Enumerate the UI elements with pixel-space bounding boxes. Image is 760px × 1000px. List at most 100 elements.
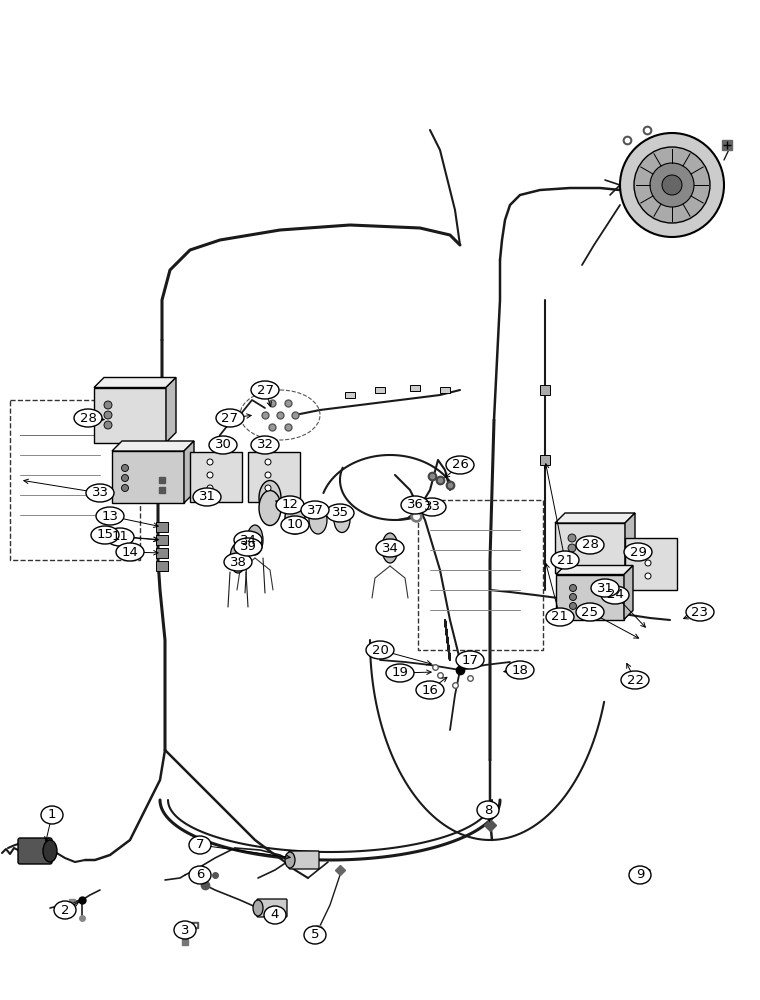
Ellipse shape — [259, 490, 281, 526]
Ellipse shape — [247, 525, 263, 555]
Ellipse shape — [54, 901, 76, 919]
Ellipse shape — [621, 671, 649, 689]
Text: 8: 8 — [484, 804, 492, 816]
Bar — [156, 535, 168, 545]
Text: 17: 17 — [461, 654, 479, 666]
Text: 20: 20 — [372, 644, 388, 656]
Text: 14: 14 — [122, 546, 138, 558]
Text: 16: 16 — [422, 684, 439, 696]
Ellipse shape — [301, 501, 329, 519]
Text: 37: 37 — [306, 504, 324, 516]
Circle shape — [265, 485, 271, 491]
Text: 24: 24 — [606, 588, 623, 601]
Ellipse shape — [629, 866, 651, 884]
Ellipse shape — [209, 436, 237, 454]
FancyBboxPatch shape — [257, 899, 287, 917]
Ellipse shape — [86, 484, 114, 502]
Ellipse shape — [193, 488, 221, 506]
Text: 38: 38 — [230, 556, 246, 568]
Ellipse shape — [576, 536, 604, 554]
Circle shape — [645, 560, 651, 566]
FancyBboxPatch shape — [248, 452, 300, 502]
Ellipse shape — [189, 836, 211, 854]
Ellipse shape — [234, 538, 262, 556]
Text: 5: 5 — [311, 928, 319, 942]
Circle shape — [569, 593, 577, 600]
Text: 36: 36 — [407, 498, 423, 512]
Ellipse shape — [601, 586, 629, 604]
Ellipse shape — [401, 496, 429, 514]
Bar — [556, 574, 624, 619]
Text: 35: 35 — [331, 506, 349, 520]
Circle shape — [122, 475, 128, 482]
Polygon shape — [184, 441, 194, 503]
Ellipse shape — [74, 409, 102, 427]
Text: 30: 30 — [214, 438, 232, 452]
Ellipse shape — [285, 852, 295, 868]
Ellipse shape — [551, 551, 579, 569]
Text: 31: 31 — [198, 490, 216, 504]
Text: 11: 11 — [112, 530, 128, 544]
Circle shape — [104, 411, 112, 419]
Text: 19: 19 — [391, 666, 408, 680]
Text: 31: 31 — [597, 582, 613, 594]
Ellipse shape — [326, 504, 354, 522]
Ellipse shape — [686, 603, 714, 621]
Ellipse shape — [253, 900, 263, 916]
Polygon shape — [624, 566, 633, 619]
Text: 2: 2 — [61, 904, 69, 916]
Text: 27: 27 — [221, 412, 239, 424]
Ellipse shape — [251, 436, 279, 454]
Circle shape — [104, 421, 112, 429]
Polygon shape — [555, 513, 635, 523]
Circle shape — [122, 464, 128, 472]
Ellipse shape — [591, 579, 619, 597]
Text: 4: 4 — [271, 908, 279, 922]
Ellipse shape — [576, 603, 604, 621]
Text: 28: 28 — [80, 412, 97, 424]
Ellipse shape — [276, 496, 304, 514]
Ellipse shape — [446, 456, 474, 474]
Ellipse shape — [456, 651, 484, 669]
Bar — [94, 387, 166, 442]
Polygon shape — [112, 441, 194, 451]
Circle shape — [265, 459, 271, 465]
Ellipse shape — [230, 543, 246, 573]
Circle shape — [104, 401, 112, 409]
Circle shape — [568, 534, 576, 542]
Text: 29: 29 — [629, 546, 647, 558]
Ellipse shape — [376, 539, 404, 557]
Circle shape — [207, 472, 213, 478]
Ellipse shape — [251, 381, 279, 399]
Polygon shape — [166, 377, 176, 442]
Text: 10: 10 — [287, 518, 303, 532]
Circle shape — [569, 602, 577, 609]
Bar — [540, 455, 550, 465]
Text: 12: 12 — [281, 498, 299, 512]
Circle shape — [620, 133, 724, 237]
FancyBboxPatch shape — [190, 452, 242, 502]
Circle shape — [265, 472, 271, 478]
Ellipse shape — [477, 801, 499, 819]
Bar — [375, 387, 385, 393]
Circle shape — [650, 163, 694, 207]
Circle shape — [662, 175, 682, 195]
Ellipse shape — [285, 502, 305, 534]
Ellipse shape — [418, 498, 446, 516]
Ellipse shape — [96, 507, 124, 525]
Text: 34: 34 — [239, 534, 256, 546]
Bar — [156, 561, 168, 571]
Bar — [156, 522, 168, 532]
Text: 33: 33 — [423, 500, 441, 514]
Ellipse shape — [234, 531, 262, 549]
Text: 18: 18 — [511, 664, 528, 676]
Ellipse shape — [91, 526, 119, 544]
Ellipse shape — [241, 532, 255, 554]
Ellipse shape — [216, 409, 244, 427]
Polygon shape — [625, 513, 635, 573]
Ellipse shape — [264, 906, 286, 924]
Text: 1: 1 — [48, 808, 56, 822]
Ellipse shape — [506, 661, 534, 679]
FancyBboxPatch shape — [625, 538, 677, 590]
Text: 7: 7 — [196, 838, 204, 852]
